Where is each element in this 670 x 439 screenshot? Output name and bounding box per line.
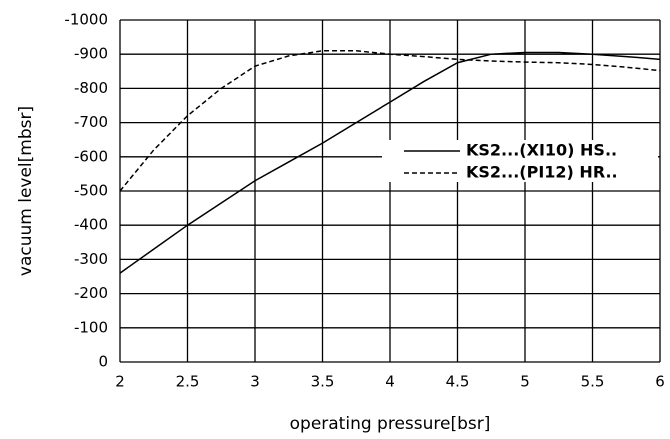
x-axis-label: operating pressure[bsr] [290,414,491,434]
y-tick-label: -900 [74,45,108,63]
x-tick-label: 4 [385,373,395,391]
legend-label: KS2...(XI10) HS.. [466,141,617,160]
line-series [119,50,661,192]
y-tick-label: -500 [74,182,108,200]
y-tick-label: -100 [74,318,108,336]
y-tick-label: -1000 [64,11,108,29]
x-tick-label: 6 [655,373,665,391]
x-tick-label: 5 [520,373,530,391]
x-tick-label: 2 [115,373,125,391]
x-tick-label: 4.5 [446,373,470,391]
legend-label: KS2...(PI12) HR.. [466,163,618,182]
y-tick-label: -700 [74,113,108,131]
legend-box [382,140,658,182]
x-tick-label: 3.5 [311,373,335,391]
y-tick-label: -400 [74,216,108,234]
x-tick-label: 3 [250,373,260,391]
y-tick-label: -300 [74,250,108,268]
y-tick-label: 0 [98,353,108,371]
y-axis-label: vacuum level[mbsr] [16,106,36,276]
x-tick-label: 2.5 [176,373,200,391]
x-tick-label: 5.5 [581,373,605,391]
y-tick-label: -600 [74,147,108,165]
y-tick-label: -800 [74,79,108,97]
y-tick-label: -200 [74,284,108,302]
line-series [119,51,661,274]
